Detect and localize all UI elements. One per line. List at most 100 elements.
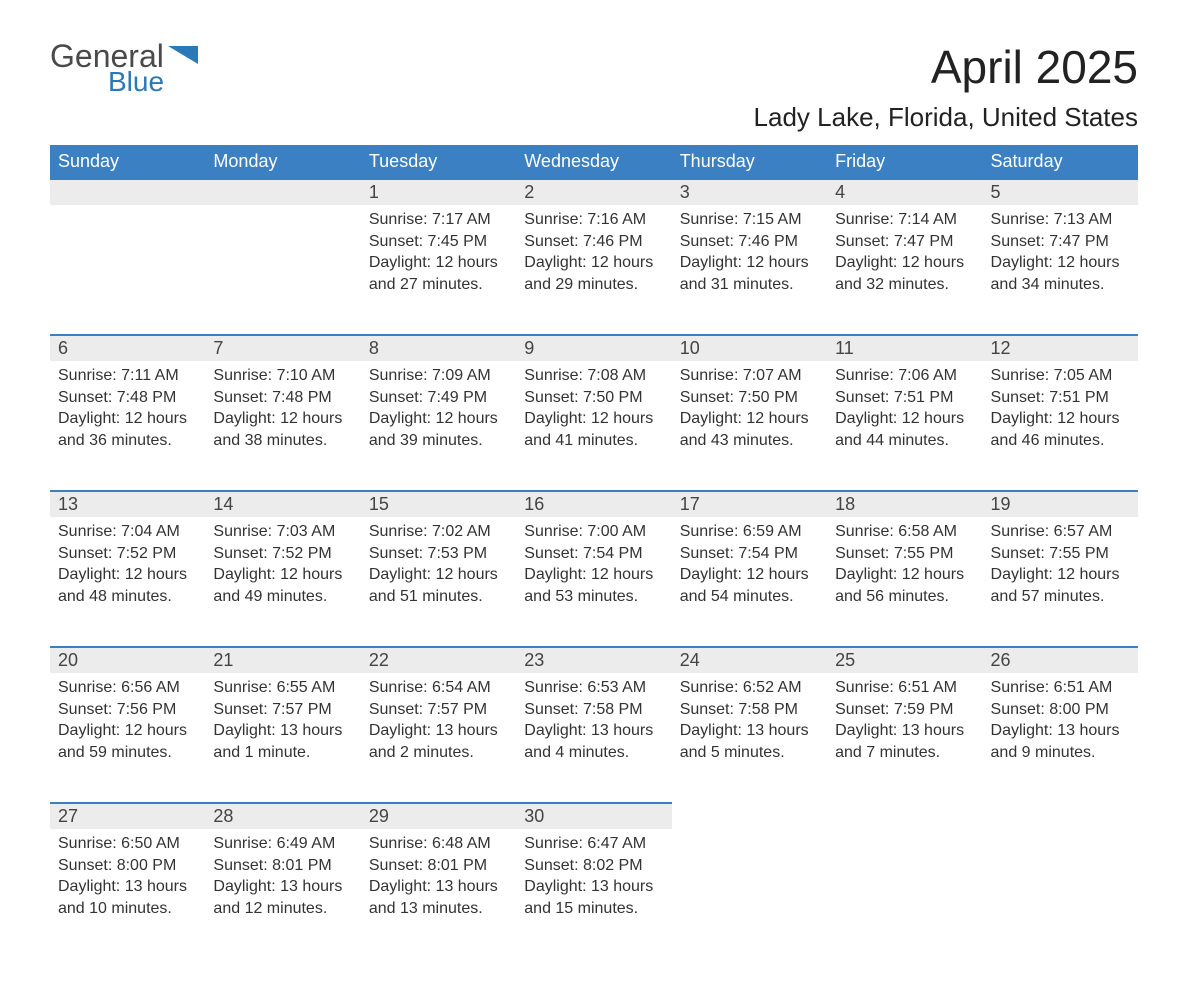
daynum-row: 20212223242526 [50, 647, 1138, 673]
sunset-line: Sunset: 8:01 PM [369, 855, 508, 877]
day-number-cell: 5 [983, 179, 1138, 205]
sunrise-line: Sunrise: 6:59 AM [680, 521, 819, 543]
day-number-cell [827, 803, 982, 829]
daylight-line: Daylight: 13 hours and 15 minutes. [524, 876, 663, 919]
sunset-line: Sunset: 7:46 PM [680, 231, 819, 253]
daylight-line: Daylight: 12 hours and 59 minutes. [58, 720, 197, 763]
daylight-line: Daylight: 13 hours and 12 minutes. [213, 876, 352, 919]
day-content-cell: Sunrise: 6:58 AMSunset: 7:55 PMDaylight:… [827, 517, 982, 647]
day-content-cell: Sunrise: 7:15 AMSunset: 7:46 PMDaylight:… [672, 205, 827, 335]
day-content-cell [205, 205, 360, 335]
day-number-cell: 25 [827, 647, 982, 673]
daylight-line: Daylight: 13 hours and 10 minutes. [58, 876, 197, 919]
day-content-cell: Sunrise: 6:52 AMSunset: 7:58 PMDaylight:… [672, 673, 827, 803]
sunset-line: Sunset: 7:47 PM [835, 231, 974, 253]
sunrise-line: Sunrise: 6:54 AM [369, 677, 508, 699]
sunset-line: Sunset: 7:49 PM [369, 387, 508, 409]
day-content-cell: Sunrise: 7:11 AMSunset: 7:48 PMDaylight:… [50, 361, 205, 491]
day-content-cell: Sunrise: 7:00 AMSunset: 7:54 PMDaylight:… [516, 517, 671, 647]
daylight-line: Daylight: 12 hours and 32 minutes. [835, 252, 974, 295]
day-content-cell: Sunrise: 7:05 AMSunset: 7:51 PMDaylight:… [983, 361, 1138, 491]
day-number-cell [983, 803, 1138, 829]
daylight-line: Daylight: 12 hours and 34 minutes. [991, 252, 1130, 295]
day-number-cell: 2 [516, 179, 671, 205]
day-content-cell: Sunrise: 6:57 AMSunset: 7:55 PMDaylight:… [983, 517, 1138, 647]
day-content-cell: Sunrise: 6:48 AMSunset: 8:01 PMDaylight:… [361, 829, 516, 959]
day-number-cell: 9 [516, 335, 671, 361]
day-content-cell: Sunrise: 6:59 AMSunset: 7:54 PMDaylight:… [672, 517, 827, 647]
sunrise-line: Sunrise: 7:07 AM [680, 365, 819, 387]
daylight-line: Daylight: 12 hours and 27 minutes. [369, 252, 508, 295]
sunset-line: Sunset: 7:57 PM [369, 699, 508, 721]
calendar-table: SundayMondayTuesdayWednesdayThursdayFrid… [50, 145, 1138, 959]
weekday-header-row: SundayMondayTuesdayWednesdayThursdayFrid… [50, 145, 1138, 179]
day-number-cell: 19 [983, 491, 1138, 517]
day-content-cell: Sunrise: 7:06 AMSunset: 7:51 PMDaylight:… [827, 361, 982, 491]
sunrise-line: Sunrise: 6:53 AM [524, 677, 663, 699]
day-content-cell: Sunrise: 6:53 AMSunset: 7:58 PMDaylight:… [516, 673, 671, 803]
day-number-cell: 20 [50, 647, 205, 673]
day-content-cell [827, 829, 982, 959]
day-content-cell: Sunrise: 7:16 AMSunset: 7:46 PMDaylight:… [516, 205, 671, 335]
day-content-cell: Sunrise: 6:51 AMSunset: 7:59 PMDaylight:… [827, 673, 982, 803]
sunrise-line: Sunrise: 7:13 AM [991, 209, 1130, 231]
day-number-cell: 10 [672, 335, 827, 361]
day-number-cell: 18 [827, 491, 982, 517]
sunset-line: Sunset: 7:59 PM [835, 699, 974, 721]
sunset-line: Sunset: 7:54 PM [524, 543, 663, 565]
day-number-cell: 26 [983, 647, 1138, 673]
day-content-cell: Sunrise: 7:10 AMSunset: 7:48 PMDaylight:… [205, 361, 360, 491]
day-number-cell: 16 [516, 491, 671, 517]
sunset-line: Sunset: 7:47 PM [991, 231, 1130, 253]
header-bar: General Blue April 2025 [50, 40, 1138, 96]
sunset-line: Sunset: 7:54 PM [680, 543, 819, 565]
sunrise-line: Sunrise: 7:00 AM [524, 521, 663, 543]
sunrise-line: Sunrise: 6:55 AM [213, 677, 352, 699]
content-row: Sunrise: 6:56 AMSunset: 7:56 PMDaylight:… [50, 673, 1138, 803]
daylight-line: Daylight: 12 hours and 39 minutes. [369, 408, 508, 451]
weekday-header: Monday [205, 145, 360, 179]
sunrise-line: Sunrise: 6:56 AM [58, 677, 197, 699]
sunrise-line: Sunrise: 6:57 AM [991, 521, 1130, 543]
day-number-cell: 17 [672, 491, 827, 517]
sunrise-line: Sunrise: 6:51 AM [835, 677, 974, 699]
sunrise-line: Sunrise: 7:16 AM [524, 209, 663, 231]
brand-flag-icon [168, 46, 198, 70]
day-content-cell: Sunrise: 7:17 AMSunset: 7:45 PMDaylight:… [361, 205, 516, 335]
day-content-cell: Sunrise: 7:14 AMSunset: 7:47 PMDaylight:… [827, 205, 982, 335]
sunrise-line: Sunrise: 6:49 AM [213, 833, 352, 855]
day-content-cell: Sunrise: 6:55 AMSunset: 7:57 PMDaylight:… [205, 673, 360, 803]
sunrise-line: Sunrise: 7:06 AM [835, 365, 974, 387]
day-content-cell: Sunrise: 7:02 AMSunset: 7:53 PMDaylight:… [361, 517, 516, 647]
day-number-cell: 6 [50, 335, 205, 361]
sunset-line: Sunset: 7:51 PM [991, 387, 1130, 409]
sunrise-line: Sunrise: 7:04 AM [58, 521, 197, 543]
daynum-row: 12345 [50, 179, 1138, 205]
day-content-cell [672, 829, 827, 959]
sunrise-line: Sunrise: 7:17 AM [369, 209, 508, 231]
sunset-line: Sunset: 8:00 PM [991, 699, 1130, 721]
sunset-line: Sunset: 7:50 PM [680, 387, 819, 409]
daylight-line: Daylight: 12 hours and 41 minutes. [524, 408, 663, 451]
daylight-line: Daylight: 12 hours and 56 minutes. [835, 564, 974, 607]
day-content-cell: Sunrise: 7:09 AMSunset: 7:49 PMDaylight:… [361, 361, 516, 491]
daylight-line: Daylight: 12 hours and 49 minutes. [213, 564, 352, 607]
daynum-row: 13141516171819 [50, 491, 1138, 517]
weekday-header: Sunday [50, 145, 205, 179]
day-content-cell: Sunrise: 6:54 AMSunset: 7:57 PMDaylight:… [361, 673, 516, 803]
day-number-cell: 11 [827, 335, 982, 361]
daylight-line: Daylight: 12 hours and 57 minutes. [991, 564, 1130, 607]
day-number-cell: 23 [516, 647, 671, 673]
daylight-line: Daylight: 12 hours and 51 minutes. [369, 564, 508, 607]
daylight-line: Daylight: 13 hours and 2 minutes. [369, 720, 508, 763]
day-content-cell: Sunrise: 7:07 AMSunset: 7:50 PMDaylight:… [672, 361, 827, 491]
sunrise-line: Sunrise: 7:09 AM [369, 365, 508, 387]
sunset-line: Sunset: 7:48 PM [213, 387, 352, 409]
day-number-cell: 22 [361, 647, 516, 673]
day-number-cell: 12 [983, 335, 1138, 361]
day-number-cell: 24 [672, 647, 827, 673]
daylight-line: Daylight: 12 hours and 46 minutes. [991, 408, 1130, 451]
sunrise-line: Sunrise: 7:10 AM [213, 365, 352, 387]
sunrise-line: Sunrise: 6:51 AM [991, 677, 1130, 699]
day-content-cell: Sunrise: 7:13 AMSunset: 7:47 PMDaylight:… [983, 205, 1138, 335]
